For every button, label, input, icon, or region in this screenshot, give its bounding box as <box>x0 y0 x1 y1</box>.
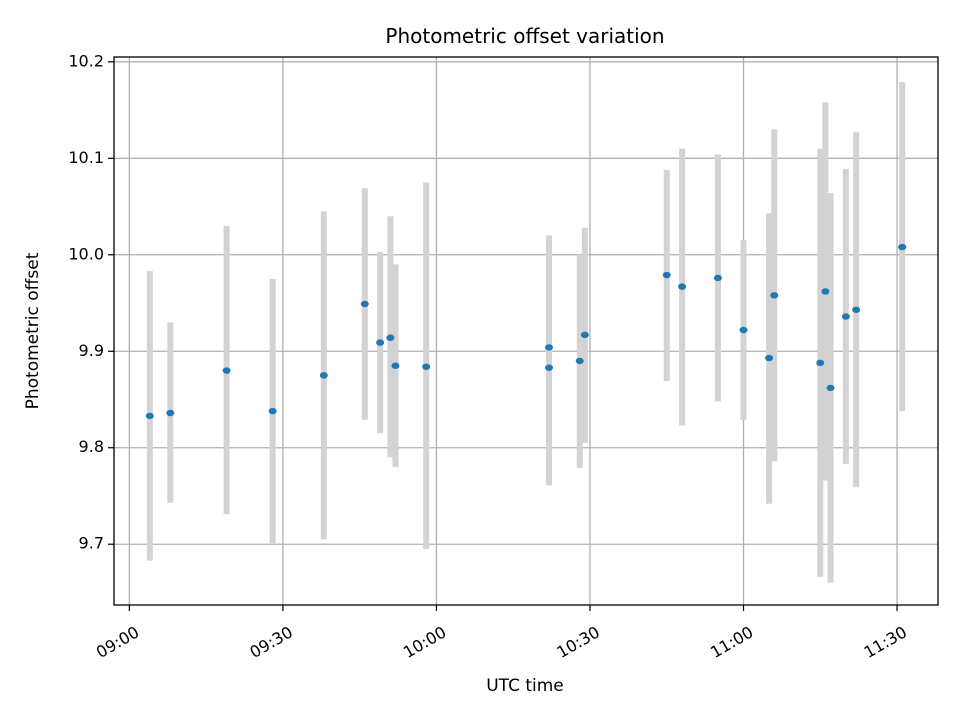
error-bars <box>146 82 906 583</box>
data-point <box>816 359 825 367</box>
data-point <box>422 363 431 370</box>
x-axis-label: UTC time <box>486 676 564 696</box>
data-point <box>360 300 369 308</box>
data-point <box>376 339 385 346</box>
data-point <box>821 288 830 295</box>
data-point <box>391 362 400 369</box>
data-point <box>268 407 277 415</box>
y-tick-label: 9.8 <box>79 437 104 456</box>
chart-title: Photometric offset variation <box>385 24 664 48</box>
data-point <box>145 412 154 420</box>
y-tick-label: 10.1 <box>68 148 104 167</box>
y-tick-label: 10.0 <box>68 244 104 263</box>
data-point <box>678 283 687 290</box>
x-tick-label: 10:00 <box>400 622 449 662</box>
data-point <box>545 364 554 371</box>
x-tick-label: 09:30 <box>246 622 295 662</box>
data-point <box>826 384 835 392</box>
data-point <box>713 274 722 282</box>
y-tick-label: 9.7 <box>79 534 104 553</box>
data-point <box>898 243 907 251</box>
data-point <box>580 331 589 339</box>
data-point <box>222 367 231 374</box>
data-point <box>770 292 779 299</box>
data-point <box>739 326 748 334</box>
grid <box>114 57 938 605</box>
x-tick-label: 11:30 <box>861 622 910 662</box>
data-points <box>145 243 907 420</box>
data-point <box>662 271 671 279</box>
data-point <box>545 344 554 351</box>
x-axis-ticks: 09:00 09:30 10:00 10:30 11:00 11:30 <box>93 605 910 662</box>
data-point <box>852 306 861 313</box>
data-point <box>841 313 850 320</box>
y-tick-label: 10.2 <box>68 51 104 70</box>
plot-frame <box>113 56 939 606</box>
y-axis-label: Photometric offset <box>23 252 43 409</box>
data-point <box>386 334 395 341</box>
data-point <box>765 354 774 362</box>
data-point <box>166 409 175 417</box>
data-point <box>575 357 584 365</box>
data-point <box>319 372 328 379</box>
y-tick-label: 9.9 <box>79 341 104 360</box>
x-tick-label: 10:30 <box>554 622 603 662</box>
y-axis-ticks: 9.7 9.8 9.9 10.0 10.1 10.2 <box>68 51 114 553</box>
x-tick-label: 11:00 <box>707 622 756 662</box>
x-tick-label: 09:00 <box>93 622 142 662</box>
